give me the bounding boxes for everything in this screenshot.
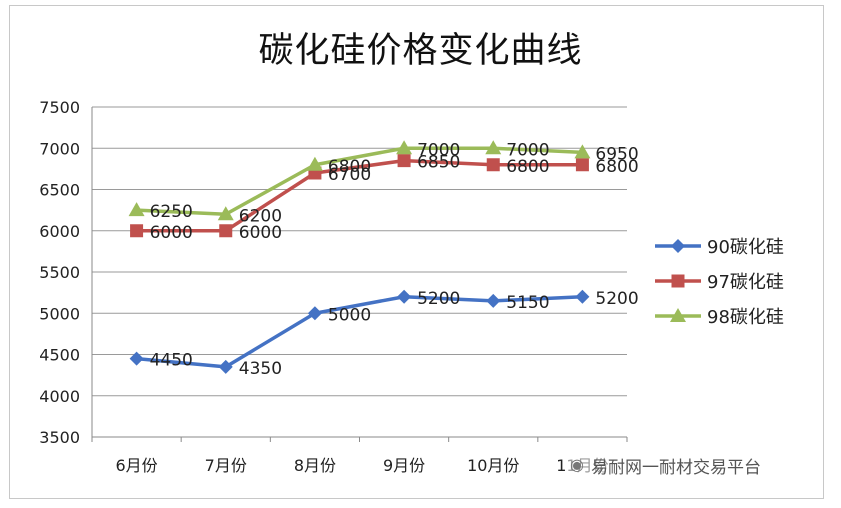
legend-label-2: 98碳化硅 — [707, 307, 784, 328]
series-0-point-1 — [218, 359, 233, 374]
legend-marker-1 — [671, 274, 685, 288]
y-tick-label-4000: 4000 — [39, 387, 80, 406]
chart-title: 碳化硅价格变化曲线 — [258, 31, 583, 71]
x-tick-label-1: 7月份 — [205, 456, 247, 475]
series-1-label-0: 6000 — [150, 223, 193, 243]
series-2-label-0: 6250 — [150, 202, 193, 222]
y-tick-label-3500: 3500 — [39, 428, 80, 447]
series-1-label-4: 6800 — [506, 157, 549, 177]
watermark: ◉ 易耐网一耐材交易平台 — [566, 452, 761, 478]
y-tick-label-5000: 5000 — [39, 304, 80, 323]
x-tick-label-4: 10月份 — [467, 456, 519, 475]
series-0-point-5 — [575, 289, 590, 304]
legend-label-0: 90碳化硅 — [707, 237, 784, 258]
series-2-label-1: 6200 — [239, 206, 282, 226]
y-tick-label-4500: 4500 — [39, 346, 80, 365]
series-1-label-1: 6000 — [239, 223, 282, 243]
series-2-label-4: 7000 — [506, 140, 549, 160]
series-2-label-2: 6800 — [328, 157, 371, 177]
series-line-1 — [136, 158, 583, 233]
series-0-label-3: 5200 — [417, 289, 460, 309]
series-0-point-3 — [397, 289, 412, 304]
series-0-point-2 — [307, 306, 322, 321]
series-1-point-3 — [397, 154, 411, 168]
series-1-label-3: 6850 — [417, 153, 460, 173]
series-2-point-2 — [306, 156, 323, 171]
x-tick-label-3: 9月份 — [383, 456, 425, 475]
series-0-label-0: 4450 — [150, 351, 193, 371]
series-2-point-4 — [485, 140, 502, 155]
series-2-point-5 — [574, 144, 591, 159]
legend-marker-0 — [671, 239, 685, 253]
legend-label-1: 97碳化硅 — [707, 272, 784, 293]
series-0-point-0 — [129, 351, 144, 366]
x-tick-label-0: 6月份 — [115, 456, 157, 475]
chart-frame — [9, 5, 824, 499]
series-2-point-0 — [128, 202, 145, 217]
series-1-point-1 — [219, 224, 233, 238]
series-0-point-4 — [486, 293, 501, 308]
series-2-point-3 — [396, 140, 413, 155]
series-1-label-2: 6700 — [328, 165, 371, 185]
y-tick-label-6500: 6500 — [39, 181, 80, 200]
series-line-0 — [136, 295, 583, 369]
series-1-label-5: 6800 — [595, 157, 638, 177]
series-0-label-4: 5150 — [506, 293, 549, 313]
y-tick-label-6000: 6000 — [39, 222, 80, 241]
series-line-2 — [136, 146, 583, 216]
series-2-label-5: 6950 — [595, 144, 638, 164]
wechat-icon: ◉ — [570, 455, 584, 474]
series-0-label-5: 5200 — [595, 289, 638, 309]
watermark-text: 易耐网一耐材交易平台 — [591, 457, 761, 478]
y-tick-label-7000: 7000 — [39, 139, 80, 158]
series-0-label-1: 4350 — [239, 359, 282, 379]
x-tick-label-2: 8月份 — [294, 456, 336, 475]
legend-marker-2 — [670, 308, 686, 322]
series-0-label-2: 5000 — [328, 305, 371, 325]
series-1-point-5 — [575, 158, 589, 172]
series-2-label-3: 7000 — [417, 140, 460, 160]
series-2-point-1 — [217, 206, 234, 221]
series-1-point-4 — [486, 158, 500, 172]
y-tick-label-5500: 5500 — [39, 263, 80, 282]
series-1-point-0 — [130, 224, 144, 238]
y-tick-label-7500: 7500 — [39, 98, 80, 117]
